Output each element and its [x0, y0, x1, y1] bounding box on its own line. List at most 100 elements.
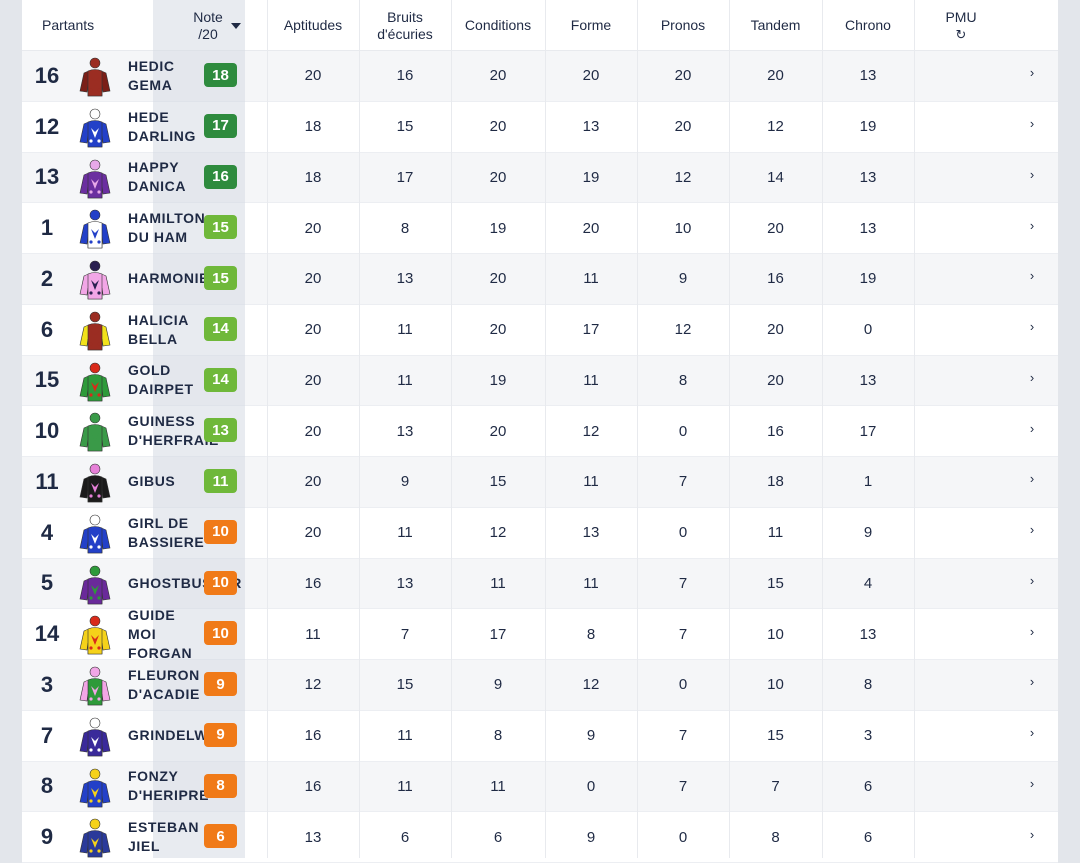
chevron-right-icon[interactable]: ›	[1029, 522, 1035, 538]
score-chrono: 8	[863, 676, 873, 694]
score-bruits: 6	[400, 828, 410, 846]
score-conditions: 11	[490, 574, 506, 592]
jockey-silk-icon	[77, 717, 113, 757]
header-forme[interactable]: Forme	[545, 0, 637, 51]
table-row[interactable]: 10 GUINESS D'HERFRAIE 13 20 13 20 12 0 16 17 ›	[22, 406, 1058, 457]
runner-number: 14	[34, 621, 60, 647]
header-pronos[interactable]: Pronos	[637, 0, 729, 51]
score-chrono: 13	[859, 625, 877, 643]
table-row[interactable]: 4 GIRL DE BASSIERE 10 20 11 12 13 0 11 9 ›	[22, 507, 1058, 559]
score-bruits: 11	[397, 321, 413, 339]
chevron-right-icon[interactable]: ›	[1029, 369, 1035, 385]
header-chrono[interactable]: Chrono	[822, 0, 914, 51]
score-tandem: 12	[767, 118, 784, 136]
score-pronos: 7	[678, 777, 688, 795]
score-conditions: 17	[489, 625, 507, 643]
table-row[interactable]: 16 HEDIC GEMA 18 20 16 20 20 20 20 13 ›	[22, 51, 1058, 102]
runner-number: 13	[34, 164, 60, 190]
header-conditions-label: Conditions	[464, 17, 532, 33]
table-row[interactable]: 2 HARMONIE 15 20 13 20 11 9 16 19 ›	[22, 254, 1058, 305]
table-row[interactable]: 14 GUIDE MOI FORGAN 10 11 7 17 8 7 10 13 ›	[22, 607, 1058, 661]
score-pronos: 20	[674, 67, 692, 85]
header-pmu[interactable]: PMU ↻	[914, 0, 1008, 51]
score-pronos: 7	[678, 625, 688, 643]
score-bruits: 11	[397, 371, 413, 389]
score-chrono: 13	[859, 219, 877, 237]
chevron-right-icon[interactable]: ›	[1029, 65, 1035, 81]
score-conditions: 20	[489, 67, 507, 85]
score-aptitudes: 16	[304, 727, 322, 745]
header-partants[interactable]: Partants	[42, 0, 142, 51]
runner-number: 5	[40, 570, 54, 596]
score-bruits: 8	[400, 219, 410, 237]
chevron-right-icon[interactable]: ›	[1029, 166, 1035, 182]
score-bruits: 15	[396, 118, 414, 136]
table-row[interactable]: 6 HALICIA BELLA 14 20 11 20 17 12 20 0 ›	[22, 304, 1058, 356]
jockey-silk-icon	[77, 260, 113, 300]
chevron-right-icon[interactable]: ›	[1029, 116, 1035, 132]
score-pronos: 0	[678, 422, 688, 440]
header-bruits-label-1: Bruits	[387, 8, 423, 25]
caret-down-icon[interactable]	[231, 23, 241, 29]
chevron-right-icon[interactable]: ›	[1029, 319, 1035, 335]
score-bruits: 11	[397, 777, 413, 795]
score-conditions: 8	[493, 727, 503, 745]
table-row[interactable]: 3 FLEURON D'ACADIE 9 12 15 9 12 0 10 8 ›	[22, 660, 1058, 711]
table-row[interactable]: 12 HEDE DARLING 17 18 15 20 13 20 12 19 ›	[22, 101, 1058, 153]
score-pronos: 20	[674, 118, 692, 136]
runner-number: 7	[40, 722, 54, 748]
score-conditions: 20	[489, 321, 507, 339]
header-bruits[interactable]: Bruits d'écuries	[359, 0, 451, 51]
header-aptitudes[interactable]: Aptitudes	[267, 0, 359, 51]
score-aptitudes: 20	[304, 67, 322, 85]
table-row[interactable]: 5 GHOSTBUSTER 10 16 13 11 11 7 15 4 ›	[22, 558, 1058, 610]
table-row[interactable]: 8 FONZY D'HERIPRE 8 16 11 11 0 7 7 6 ›	[22, 761, 1058, 813]
refresh-icon[interactable]: ↻	[955, 26, 967, 42]
score-conditions: 20	[489, 270, 507, 288]
column-divider	[637, 0, 638, 858]
table-row[interactable]: 7 GRINDELWALD 9 16 11 8 9 7 15 3 ›	[22, 710, 1058, 762]
chevron-right-icon[interactable]: ›	[1029, 217, 1035, 233]
chevron-right-icon[interactable]: ›	[1029, 268, 1035, 284]
header-conditions[interactable]: Conditions	[451, 0, 545, 51]
table-row[interactable]: 9 ESTEBAN JIEL 6 13 6 6 9 0 8 6 ›	[22, 812, 1058, 863]
chevron-right-icon[interactable]: ›	[1029, 826, 1035, 842]
note-badge: 15	[204, 215, 237, 240]
score-pronos: 8	[678, 371, 688, 389]
jockey-silk-icon	[77, 666, 113, 706]
score-tandem: 10	[767, 625, 784, 643]
score-pronos: 12	[674, 168, 692, 186]
runner-number: 15	[34, 367, 60, 393]
score-forme: 12	[582, 422, 600, 440]
score-conditions: 19	[489, 371, 507, 389]
runner-number: 6	[40, 316, 54, 342]
chevron-right-icon[interactable]: ›	[1029, 725, 1035, 741]
note-badge: 17	[204, 113, 237, 138]
note-badge: 6	[204, 824, 237, 849]
score-aptitudes: 13	[304, 828, 322, 846]
chevron-right-icon[interactable]: ›	[1029, 420, 1035, 436]
jockey-silk-icon	[77, 57, 113, 97]
table-row[interactable]: 13 HAPPY DANICA 16 18 17 20 19 12 14 13 ›	[22, 152, 1058, 204]
chevron-right-icon[interactable]: ›	[1029, 674, 1035, 690]
table-row[interactable]: 15 GOLD DAIRPET 14 20 11 19 11 8 20 13 ›	[22, 355, 1058, 407]
jockey-silk-icon	[77, 209, 113, 249]
score-forme: 9	[586, 828, 596, 846]
header-tandem[interactable]: Tandem	[729, 0, 822, 51]
jockey-silk-icon	[77, 412, 113, 452]
score-chrono: 13	[859, 67, 877, 85]
score-aptitudes: 20	[304, 219, 322, 237]
chevron-right-icon[interactable]: ›	[1029, 623, 1035, 639]
header-pronos-label: Pronos	[660, 17, 706, 33]
score-chrono: 9	[863, 524, 873, 542]
chevron-right-icon[interactable]: ›	[1029, 572, 1035, 588]
score-forme: 11	[583, 473, 599, 491]
score-tandem: 15	[767, 727, 784, 745]
table-row[interactable]: 1 HAMILTON DU HAM 15 20 8 19 20 10 20 13 ›	[22, 203, 1058, 254]
chevron-right-icon[interactable]: ›	[1029, 471, 1035, 487]
table-row[interactable]: 11 GIBUS 11 20 9 15 11 7 18 1 ›	[22, 457, 1058, 508]
score-pronos: 0	[678, 676, 688, 694]
runner-number: 11	[35, 468, 59, 494]
chevron-right-icon[interactable]: ›	[1029, 775, 1035, 791]
column-divider	[359, 0, 360, 858]
